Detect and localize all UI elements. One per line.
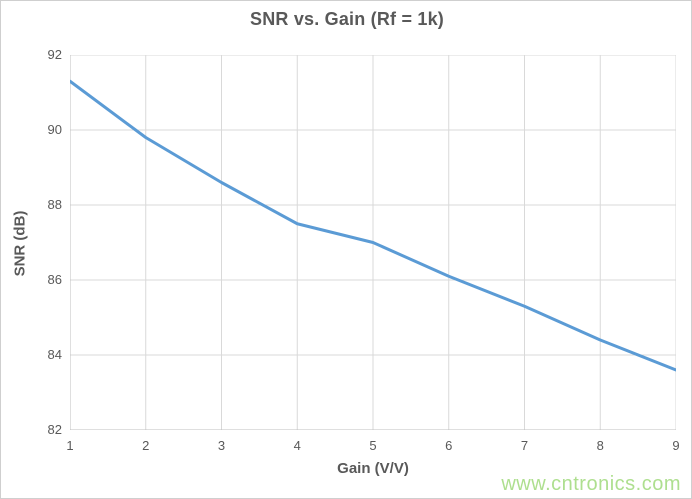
x-tick-label: 5 (369, 438, 377, 453)
y-tick-label: 92 (47, 47, 62, 62)
plot-area (70, 55, 676, 430)
y-tick-label: 90 (47, 122, 62, 137)
x-tick-label: 3 (217, 438, 226, 453)
x-tick-label: 2 (142, 438, 150, 453)
watermark: www.cntronics.com (501, 473, 681, 495)
x-tick-label: 4 (293, 438, 301, 453)
x-tick-label: 9 (672, 438, 680, 453)
chart-title: SNR vs. Gain (Rf = 1k) (250, 9, 444, 29)
x-tick-label: 1 (66, 438, 74, 453)
x-tick-label: 7 (520, 438, 529, 453)
y-axis-title: SNR (dB) (11, 210, 29, 277)
y-tick-label: 84 (47, 347, 62, 362)
series-line-snr (70, 79, 676, 372)
x-axis-title: Gain (V/V) (337, 460, 409, 477)
y-tick-label: 82 (47, 422, 62, 437)
x-tick-label: 6 (445, 438, 453, 453)
x-tick-label: 8 (596, 438, 604, 453)
y-tick-label: 88 (47, 197, 62, 212)
y-tick-label: 86 (47, 272, 62, 287)
